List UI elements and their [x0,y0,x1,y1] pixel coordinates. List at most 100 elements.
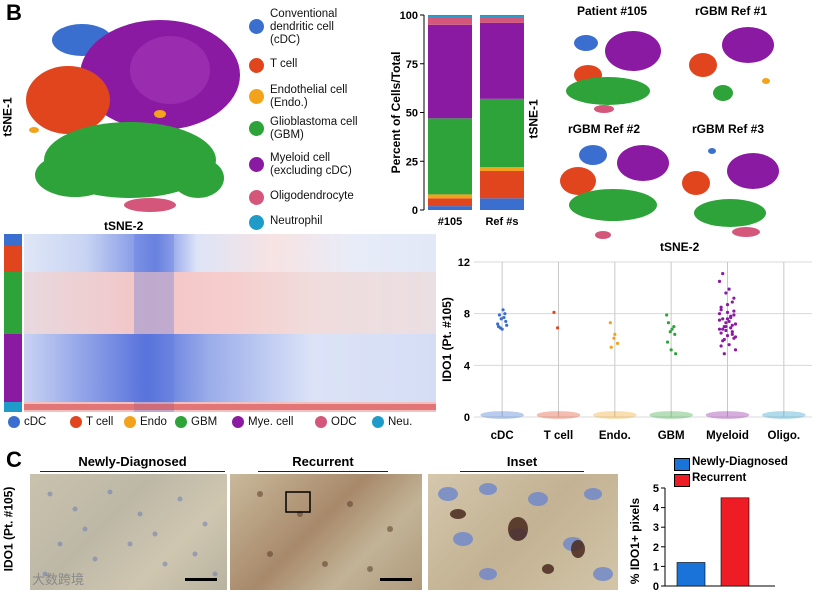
pix-legend-label-1: Recurrent [692,472,747,484]
violin-point-4-2 [730,300,734,304]
legend-label-6: Neutrophil [270,215,323,227]
panel-letter-c: C [6,447,22,472]
legend-label-2: Endothelial cell (Endo.) [270,84,348,109]
violin-point-4-5 [732,313,736,317]
pix-bar-0 [676,562,706,587]
violin-point-4-8 [733,322,738,326]
pix-legend-swatch-1 [674,474,690,487]
title-rule-1 [40,471,225,472]
panel-c-ylabel: IDO1 (Pt. #105) [1,486,16,572]
heatmap-legend-label-4: Mye. cell [248,416,294,428]
violin-point-4-11 [717,327,722,331]
violin-point-4-30 [733,335,738,339]
violin-point-4-31 [722,337,726,342]
pix-ylabel: % IDO1+ pixels [628,497,642,584]
stack-xtick-label-0: #105 [438,216,462,228]
violin-ytick-label-2: 8 [464,309,470,321]
violin-point-4-10 [729,326,733,330]
violin-point-2-1 [612,336,616,340]
stack-bar-0-1 [428,198,472,207]
violin-point-4-34 [724,324,728,329]
stack-bar-1-1 [480,171,524,199]
photo-title-inset: Inset [506,454,538,469]
violin-point-4-4 [725,310,730,314]
violin-xtick-label-1: T cell [544,430,573,442]
violin-point-0-8 [505,323,509,327]
violin-base-2 [593,411,637,419]
violin-point-1-0 [552,310,556,314]
stack-ytick-label-0: 0 [412,205,418,217]
violin-xtick-label-5: Oligo. [768,430,801,442]
legend-dot-4 [249,157,264,172]
heatmap-legend-item-1: T cell [70,416,113,428]
violin-point-0-1 [499,317,503,321]
stack-bar-1-0 [480,198,524,210]
violin-point-3-7 [670,327,674,331]
violin-point-3-4 [669,348,673,352]
histology-recurrent [230,474,422,590]
title-rule-2 [258,471,388,472]
violin-xtick-label-3: GBM [658,430,685,442]
violin-point-4-6 [721,317,725,321]
heatmap-legend-label-3: GBM [191,416,218,428]
violin-point-3-0 [665,313,669,317]
expression-heatmap [4,234,436,412]
large-tsne-xlabel: tSNE-2 [104,219,144,233]
violin-ylabel: IDO1 (Pt. #105) [440,297,454,382]
ido1-pixels-bar-chart: 0 1 2 3 4 5 % IDO1+ pixels [625,480,818,593]
legend-dot-5 [249,190,264,205]
stack-ytick-label-4: 100 [400,10,418,22]
large-tsne-ylabel: tSNE-1 [0,97,15,137]
violin-point-2-3 [609,345,613,349]
legend-dot-0 [249,19,264,34]
violin-point-3-8 [674,352,678,356]
violin-point-4-33 [717,312,722,316]
stacked-bar-chart: 0 25 50 75 100 Percent of Cells/Total #105 Ref … [370,5,530,230]
violin-base-5 [762,411,806,419]
violin-point-4-26 [725,303,730,307]
stack-bar-0-4 [428,24,472,119]
stack-ylabel: Percent of Cells/Total [389,52,403,174]
violin-point-4-25 [719,305,723,309]
violin-point-4-35 [730,332,734,336]
violin-point-1-1 [556,326,560,330]
violin-point-0-9 [498,326,502,330]
violin-point-4-22 [717,318,722,322]
violin-point-0-10 [502,315,506,320]
heatmap-legend-label-6: Neu. [388,416,413,428]
stack-bar-0-3 [428,118,472,195]
violin-point-4-3 [719,308,723,312]
violin-base-3 [649,411,693,419]
violin-point-2-4 [613,332,617,336]
violin-point-0-2 [503,312,507,316]
violin-point-2-0 [608,321,612,325]
violin-point-4-13 [730,330,734,334]
violin-point-4-0 [717,279,722,283]
violin-ytick-label-1: 4 [464,360,471,372]
heatmap-legend-item-0: cDC [8,416,46,428]
histology-inset [428,474,618,590]
small-tsne-title-3: rGBM Ref #2 [568,122,641,136]
heatmap-legend-label-5: ODC [331,416,357,428]
heatmap-legend-label-0: cDC [24,416,47,428]
pix-ytick-label-2: 2 [653,542,659,554]
violin-point-4-39 [721,327,725,331]
stack-bar-1-6 [480,15,524,17]
violin-point-4-38 [732,309,736,313]
legend-label-3: Glioblastoma cell (GBM) [270,116,358,141]
pix-legend-label-0: Newly-Diagnosed [692,456,788,468]
stack-bar-1-5 [480,16,524,23]
stack-bar-0-0 [428,206,472,210]
small-tsne-ylabel: tSNE-1 [526,99,541,139]
stack-bar-1-2 [480,167,524,171]
small-tsne-title-2: rGBM Ref #1 [695,4,768,18]
stack-ytick-label-1: 25 [406,156,418,168]
title-rule-3 [460,471,584,472]
violin-base-0 [480,411,524,419]
heatmap-legend-dot-3 [175,416,187,428]
stack-ytick-label-3: 75 [406,59,418,71]
heatmap-legend-item-4: Mye. cell [232,416,293,428]
violin-point-4-20 [722,352,726,356]
photo-title-newly-diagnosed: Newly-Diagnosed [78,454,187,469]
violin-point-4-15 [725,334,730,338]
